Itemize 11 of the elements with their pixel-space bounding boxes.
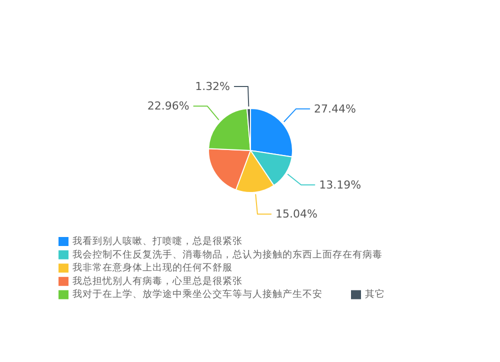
legend-label: 我会控制不住反复洗手、消毒物品，总认为接触的东西上面存在有病毒 [72,248,382,260]
data-label: 13.19% [319,178,362,192]
legend-label: 我非常在意身体上出现的任何不舒服 [72,262,232,274]
data-label: 22.96% [147,100,190,113]
data-label: 15.04% [275,208,318,221]
legend-label: 我对于在上学、放学途中乘坐公交车等与人接触产生不安 [72,288,322,300]
data-label: 1.32% [195,80,230,94]
legend-label: 其它 [365,288,385,300]
data-label: 27.44% [314,102,356,116]
legend-label: 我总担忧别人有病毒，心里总是很紧张 [72,274,242,287]
legend-label: 我看到别人咳嗽、打喷嚏，总是很紧张 [72,235,242,247]
